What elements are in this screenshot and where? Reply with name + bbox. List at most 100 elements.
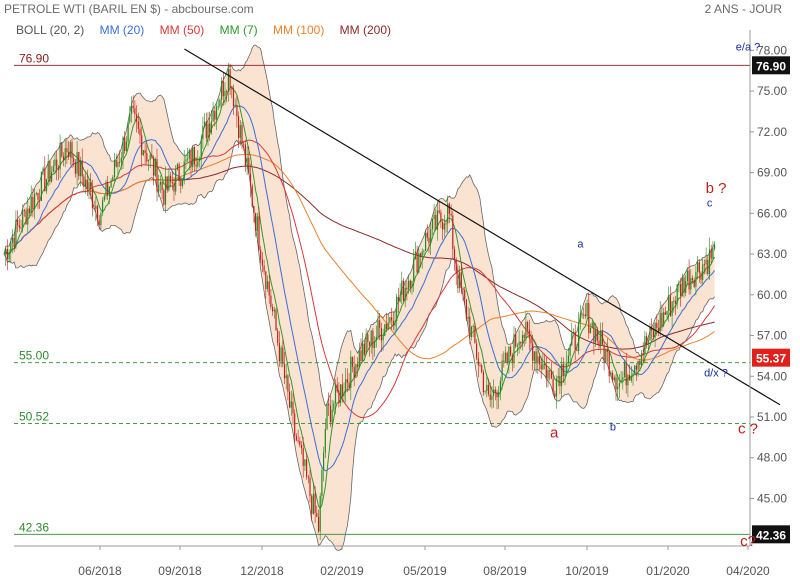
candle-body [358,350,360,368]
candle-body [618,383,620,387]
candle-body [51,172,53,182]
candle-body [527,321,529,330]
candle-body [42,168,44,172]
candle-body [595,329,597,343]
candle-body [212,111,214,122]
level-label: 42.36 [19,520,49,534]
candle-body [657,328,660,332]
candle-body [156,159,158,192]
candle-body [474,325,476,344]
candle-body [20,227,22,229]
candle-body [625,362,627,386]
candle-body [392,320,394,326]
candle-body [66,148,68,153]
candle-body [129,114,131,122]
candle-body [251,185,253,207]
candle-body [210,121,212,133]
candle-body [674,300,677,304]
candle-body [469,316,471,338]
candle-body [207,123,209,139]
candle-body [411,280,413,288]
candle-body [688,270,690,290]
candle-body [637,360,639,370]
candle-body [197,161,199,167]
candle-body [93,208,95,210]
candle-body [673,300,675,302]
candle-body [306,459,308,477]
candle-body [622,377,624,380]
candle-body [396,296,398,322]
candle-body [375,336,377,341]
candle-body [95,205,97,210]
candle-body [476,343,478,359]
candle-body [81,160,83,177]
candle-body [238,116,240,138]
candle-body [328,403,330,406]
candle-body [656,322,658,329]
candle-body [663,312,665,326]
candle-body [134,108,136,115]
candle-body [355,364,357,379]
candle-body [183,161,185,181]
candle-body [404,287,406,301]
candle-body [195,164,197,167]
candle-body [34,193,36,210]
candle-body [277,330,279,344]
candle-body [384,324,386,336]
candle-body [486,384,488,391]
candle-body [642,353,644,355]
candle-body [406,287,408,290]
candle-body [545,365,547,379]
candle-body [265,271,267,290]
candle-body [314,493,316,514]
candle-body [357,364,359,368]
candle-body [40,171,42,201]
level-axis-box [752,56,790,75]
candle-body [579,314,581,323]
candle-body [300,445,303,449]
candle-body [515,334,517,347]
candle-body [518,341,520,346]
candle-body [256,216,258,231]
candle-body [550,370,552,379]
candle-body [261,259,263,266]
candle-body [52,165,54,173]
candle-body [525,321,527,338]
candle-body [459,272,461,289]
candle-body [260,249,262,260]
candle-body [159,181,161,185]
candle-body [30,196,32,214]
candle-body [54,159,56,166]
candle-body [103,196,105,201]
candle-body [433,214,435,220]
candle-body [86,179,88,190]
candle-body [435,214,437,230]
candle-body [255,212,257,231]
candle-body [154,159,156,176]
candle-body [290,401,292,408]
last-price-box [752,348,790,367]
candle-body [649,326,651,341]
y-tick-label: 75.00 [757,84,787,98]
candle-body [214,111,216,120]
last-price-label: 55.37 [756,352,786,366]
candle-body [382,335,384,341]
candle-body [479,365,481,367]
candle-body [294,413,296,436]
candle-body [453,249,456,260]
candle-body [91,189,93,209]
candle-body [702,264,704,280]
candle-body [232,88,235,107]
candle-body [113,160,116,178]
candle-body [647,340,649,345]
candle-body [241,125,243,144]
candle-body [268,281,270,296]
candle-body [385,324,388,330]
candle-body [504,352,507,362]
candle-body [661,312,663,326]
candle-body [370,330,372,346]
candle-body [90,182,92,190]
candle-body [523,334,525,338]
candle-body [45,179,48,192]
candle-body [496,392,498,398]
